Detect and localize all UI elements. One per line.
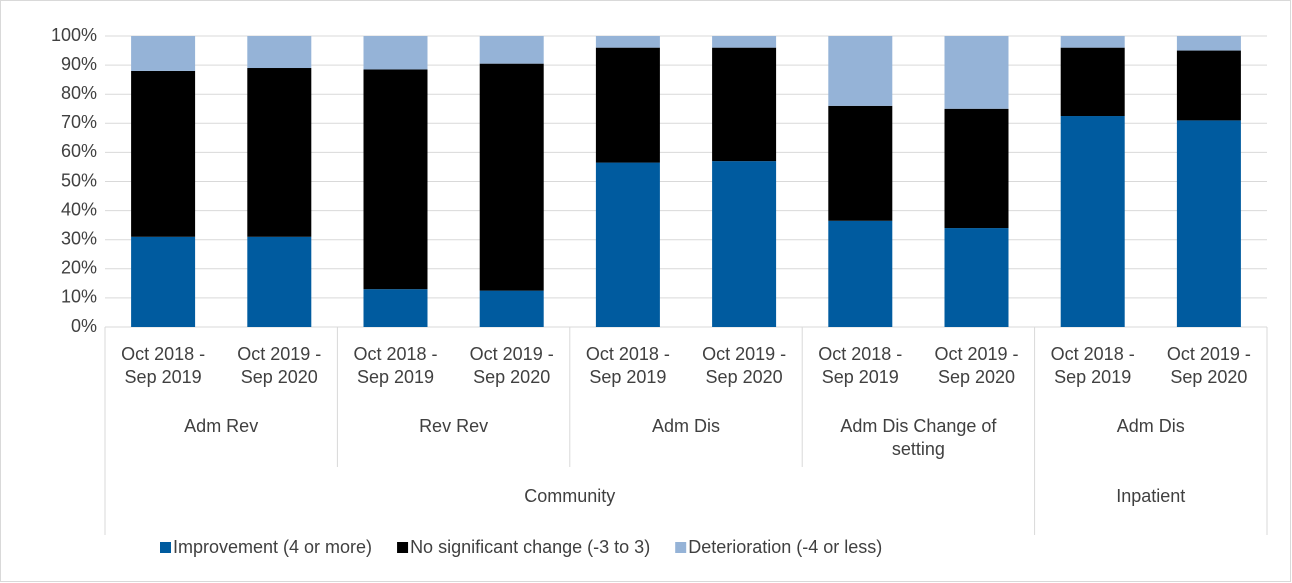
y-tick-label: 0% <box>71 316 97 336</box>
bar-segment <box>1060 116 1125 328</box>
x-tick-label: Oct 2019 - Sep 2020 <box>237 344 322 387</box>
bar-segment <box>1060 36 1125 48</box>
bar-segment <box>712 36 777 48</box>
bar-segment <box>363 289 428 327</box>
bar-segment <box>247 68 312 237</box>
legend-swatch <box>675 542 687 553</box>
y-tick-label: 50% <box>61 170 97 190</box>
legend-swatch <box>160 542 171 553</box>
bar-segment <box>131 236 196 327</box>
y-tick-label: 60% <box>61 141 97 161</box>
bar-segment <box>131 36 196 71</box>
x-tick-label: Oct 2018 - Sep 2019 <box>121 344 206 387</box>
x-tick-label: Oct 2018 - Sep 2019 <box>353 344 438 387</box>
x-tick-label: Oct 2018 - Sep 2019 <box>585 344 670 387</box>
y-tick-label: 70% <box>61 112 97 132</box>
bar-segment <box>712 161 777 327</box>
y-tick-label: 90% <box>61 54 97 74</box>
legend-label: Improvement (4 or more) <box>173 537 372 557</box>
bar-segment <box>1176 120 1241 327</box>
legend-swatch <box>397 542 409 553</box>
y-tick-label: 80% <box>61 83 97 103</box>
x-group-label: Rev Rev <box>419 416 489 436</box>
bar-segment <box>363 36 428 70</box>
bar-segment <box>363 69 428 290</box>
bar-segment <box>712 47 777 162</box>
x-group-label: Adm Dis Change of setting <box>840 416 997 459</box>
y-tick-label: 20% <box>61 258 97 278</box>
x-tick-label: Oct 2019 - Sep 2020 <box>469 344 554 387</box>
bar-segment <box>247 36 312 69</box>
bar-segment <box>595 47 660 163</box>
bar-segment <box>131 70 196 237</box>
bar-segment <box>1176 36 1241 51</box>
x-group-label: Inpatient <box>1116 486 1186 506</box>
x-group-label: Adm Rev <box>184 416 259 436</box>
bar-segment <box>944 228 1009 327</box>
x-group-label: Adm Dis <box>1116 416 1185 436</box>
bar-segment <box>479 63 544 291</box>
bar-segment <box>1060 47 1125 117</box>
x-group-label: Adm Dis <box>651 416 720 436</box>
y-tick-label: 100% <box>51 25 97 45</box>
bar-segment <box>828 220 893 327</box>
bar-segment <box>944 36 1009 109</box>
bar-segment <box>479 290 544 327</box>
x-tick-label: Oct 2019 - Sep 2020 <box>702 344 787 387</box>
bar-segment <box>595 36 660 48</box>
bar-segment <box>828 36 893 106</box>
legend-label: Deterioration (-4 or less) <box>688 537 882 557</box>
x-group-label: Community <box>524 486 616 506</box>
legend-label: No significant change (-3 to 3) <box>410 537 650 557</box>
x-tick-label: Oct 2019 - Sep 2020 <box>934 344 1019 387</box>
x-tick-label: Oct 2018 - Sep 2019 <box>818 344 903 387</box>
bar-segment <box>944 108 1009 229</box>
bar-segment <box>247 236 312 327</box>
x-tick-label: Oct 2019 - Sep 2020 <box>1166 344 1251 387</box>
bar-segment <box>1176 50 1241 121</box>
bar-segment <box>828 105 893 221</box>
y-tick-label: 40% <box>61 199 97 219</box>
y-tick-label: 10% <box>61 287 97 307</box>
y-tick-label: 30% <box>61 228 97 248</box>
bar-segment <box>479 36 544 64</box>
x-tick-label: Oct 2018 - Sep 2019 <box>1050 344 1135 387</box>
bar-segment <box>595 162 660 327</box>
